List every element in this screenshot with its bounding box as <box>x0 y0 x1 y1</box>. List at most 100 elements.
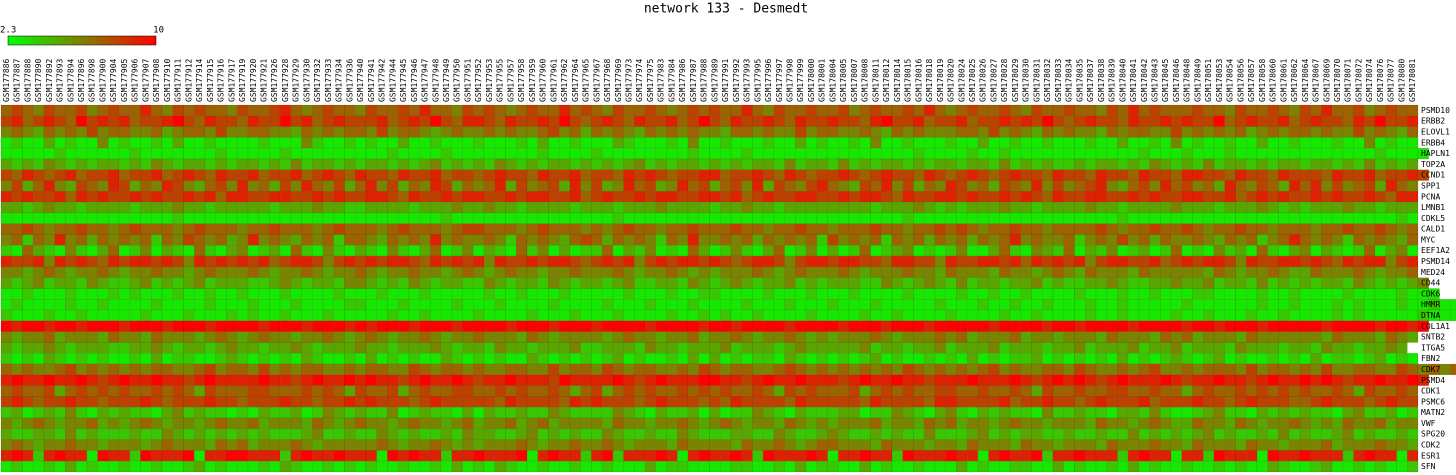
heatmap-cell <box>440 342 453 354</box>
heatmap-cell <box>1084 255 1097 268</box>
heatmap-cell <box>226 158 238 171</box>
heatmap-cell <box>591 428 603 440</box>
heatmap-cell <box>129 374 141 386</box>
heatmap-cell <box>1106 147 1118 160</box>
column-label: GSM177940 <box>356 58 365 102</box>
heatmap-cell <box>709 299 721 311</box>
heatmap-cell <box>934 374 946 386</box>
heatmap-cell <box>1224 417 1236 430</box>
heatmap-cell <box>247 439 259 451</box>
heatmap-cell <box>816 460 828 473</box>
heatmap-cell <box>322 353 335 365</box>
heatmap-cell <box>505 450 517 462</box>
heatmap-cell <box>977 104 989 117</box>
heatmap-cell <box>1256 212 1268 224</box>
heatmap-cell <box>0 428 12 440</box>
heatmap-cell <box>698 191 710 203</box>
column-label: GSM178001 <box>818 58 827 102</box>
heatmap-cell <box>86 374 98 386</box>
heatmap-cell <box>709 234 721 246</box>
heatmap-cell <box>762 417 775 430</box>
row-label: LMNB1 <box>1421 203 1445 212</box>
column-label: GSM178053 <box>1215 58 1224 102</box>
heatmap-cell <box>483 417 496 430</box>
heatmap-cell <box>344 428 356 440</box>
heatmap-cell <box>548 180 560 192</box>
heatmap-cell <box>516 266 528 278</box>
heatmap-cell <box>279 126 292 138</box>
heatmap-cell <box>891 320 903 332</box>
heatmap-cell <box>934 439 946 451</box>
heatmap-cell <box>1020 439 1032 451</box>
heatmap-cell <box>140 147 152 160</box>
heatmap-cell <box>11 309 23 322</box>
heatmap-cell <box>1310 191 1322 203</box>
heatmap-cell <box>451 126 463 138</box>
heatmap-cell <box>1009 158 1022 171</box>
heatmap-cell <box>86 396 98 408</box>
heatmap-cell <box>408 288 420 300</box>
heatmap-cell <box>977 126 989 138</box>
heatmap-cell <box>945 137 957 149</box>
heatmap-cell <box>65 309 77 322</box>
heatmap-cell <box>1331 126 1344 138</box>
heatmap-cell <box>902 406 914 419</box>
heatmap-cell <box>43 396 55 408</box>
heatmap-cell <box>891 353 903 365</box>
heatmap-cell <box>999 417 1011 430</box>
heatmap-cell <box>376 137 388 149</box>
heatmap-cell <box>43 223 55 235</box>
heatmap-cell <box>827 266 839 278</box>
heatmap-cell <box>687 234 700 246</box>
heatmap-cell <box>1074 115 1086 127</box>
heatmap-cell <box>601 428 614 440</box>
heatmap-cell <box>1063 320 1075 332</box>
heatmap-cell <box>172 255 184 268</box>
heatmap-cell <box>1245 234 1258 246</box>
heatmap-cell <box>1181 180 1193 192</box>
heatmap-cell <box>1256 234 1268 246</box>
heatmap-cell <box>838 180 850 192</box>
heatmap-cell <box>1224 158 1236 171</box>
heatmap-cell <box>1267 191 1279 203</box>
heatmap-cell <box>1192 223 1204 235</box>
heatmap-cell <box>891 234 903 246</box>
heatmap-cell <box>473 115 485 127</box>
heatmap-cell <box>816 342 828 354</box>
heatmap-cell <box>773 406 785 419</box>
heatmap-cell <box>1213 180 1226 192</box>
heatmap-cell <box>108 212 120 224</box>
heatmap-cell <box>655 417 667 430</box>
heatmap-cell <box>11 234 23 246</box>
heatmap-cell <box>730 147 742 160</box>
heatmap-cell <box>365 169 377 181</box>
heatmap-cell <box>0 396 12 408</box>
heatmap-cell <box>569 396 581 408</box>
heatmap-cell <box>1245 126 1258 138</box>
heatmap-cell <box>805 191 818 203</box>
row-label: ERBB2 <box>1421 117 1445 126</box>
heatmap-cell <box>140 342 152 354</box>
heatmap-cell <box>226 212 238 224</box>
heatmap-cell <box>1224 309 1236 322</box>
heatmap-cell <box>172 331 184 343</box>
heatmap-cell <box>1138 342 1150 354</box>
heatmap-cell <box>97 450 109 462</box>
heatmap-cell <box>719 374 732 386</box>
heatmap-cell <box>118 158 131 171</box>
heatmap-cell <box>923 126 936 138</box>
heatmap-cell <box>129 158 141 171</box>
heatmap-cell <box>966 342 979 354</box>
heatmap-cell <box>269 406 281 419</box>
heatmap-cell <box>183 342 195 354</box>
heatmap-cell <box>1417 169 1429 181</box>
heatmap-cell <box>11 406 23 419</box>
heatmap-cell <box>730 169 742 181</box>
heatmap-cell <box>1224 450 1236 462</box>
heatmap-cell <box>1331 374 1344 386</box>
heatmap-cell <box>0 255 12 268</box>
heatmap-cell <box>108 137 120 149</box>
heatmap-cell <box>1374 191 1387 203</box>
heatmap-cell <box>762 277 775 289</box>
heatmap-cell <box>1396 363 1408 376</box>
